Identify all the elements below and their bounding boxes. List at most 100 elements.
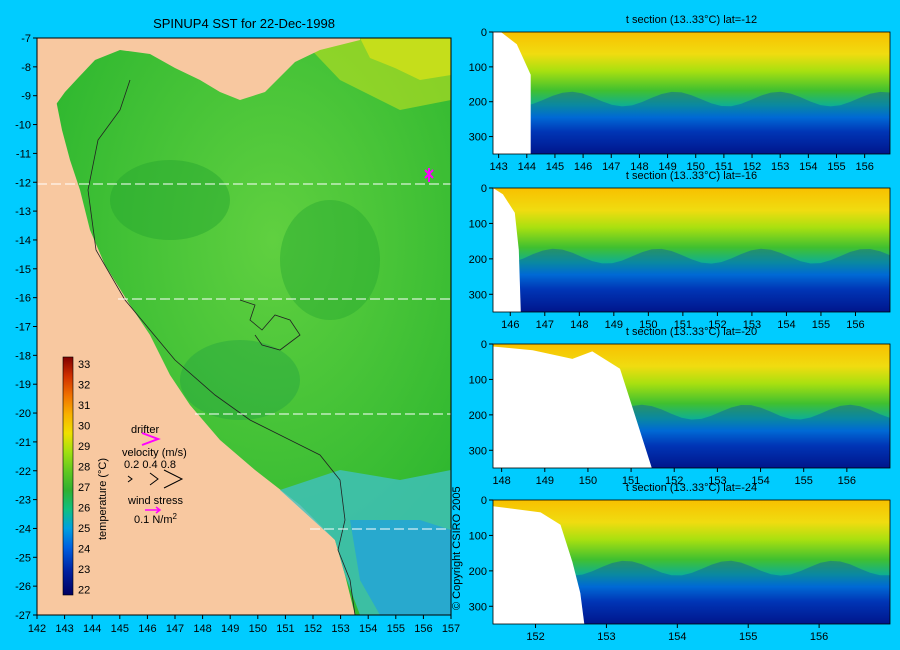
- lon-tick-label: 144: [83, 623, 101, 635]
- lon-tick-label: 145: [111, 623, 129, 635]
- lat-tick-label: -25: [15, 552, 31, 564]
- section-temperature-field: [493, 32, 890, 154]
- sst-map: [37, 38, 451, 615]
- section-panel: t section (13..33°C) lat=-24 0 100 200 300 15…: [469, 482, 891, 643]
- colorbar-tick-label: 32: [78, 380, 90, 392]
- lon-tick-label: 149: [536, 475, 554, 487]
- depth-tick-label: 100: [469, 530, 487, 542]
- lon-tick-label: 151: [276, 623, 294, 635]
- cool-water-patch-2: [350, 520, 451, 615]
- t-sections: t section (13..33°C) lat=-12 0 100 200 300 14…: [469, 14, 891, 643]
- lon-tick-label: 150: [687, 161, 705, 173]
- depth-tick-label: 100: [469, 62, 487, 74]
- lon-tick-label: 156: [855, 161, 873, 173]
- lat-tick-label: -7: [21, 33, 31, 45]
- lat-tick-label: -26: [15, 581, 31, 593]
- depth-tick-label: 0: [481, 27, 487, 39]
- lon-tick-label: 143: [55, 623, 73, 635]
- lon-tick-label: 152: [526, 631, 544, 643]
- lon-tick-label: 155: [387, 623, 405, 635]
- lon-tick-label: 147: [166, 623, 184, 635]
- lon-tick-label: 149: [605, 319, 623, 331]
- lon-tick-label: 157: [442, 623, 460, 635]
- lon-tick-label: 148: [630, 161, 648, 173]
- reef-islands: [239, 299, 301, 351]
- depth-tick-label: 100: [469, 374, 487, 386]
- shelf-patch: [110, 160, 230, 240]
- lon-tick-label: 148: [193, 623, 211, 635]
- lon-tick-label: 149: [658, 161, 676, 173]
- lon-tick-label: 147: [536, 319, 554, 331]
- lon-tick-label: 155: [827, 161, 845, 173]
- lon-tick-label: 150: [579, 475, 597, 487]
- seabed-mask: [493, 346, 652, 468]
- lon-tick-label: 154: [777, 319, 795, 331]
- velocity-values: 0.2 0.4 0.8: [124, 459, 176, 471]
- lat-tick-label: -12: [15, 177, 31, 189]
- section-frame: [492, 343, 891, 469]
- section-frame: [492, 187, 891, 313]
- section-panel: t section (13..33°C) lat=-16 0 100 200 300 14…: [469, 170, 891, 331]
- seabed-mask: [493, 506, 585, 624]
- depth-tick-label: 300: [469, 289, 487, 301]
- warm-water-patch-2: [300, 38, 451, 110]
- drifter-arrow-icon: [141, 432, 161, 446]
- lat-tick-label: -18: [15, 350, 31, 362]
- depth-tick-label: 300: [469, 132, 487, 144]
- section-panel: t section (13..33°C) lat=-20 0 100 200 300 14…: [469, 326, 891, 487]
- lon-tick-label: 156: [810, 631, 828, 643]
- lon-tick-label: 156: [846, 319, 864, 331]
- lon-tick-label: 154: [668, 631, 686, 643]
- lat-tick-label: -27: [15, 610, 31, 622]
- lat-tick-label: -9: [21, 91, 31, 103]
- lat-tick-label: -13: [15, 206, 31, 218]
- section-title: t section (13..33°C) lat=-12: [626, 14, 757, 26]
- lon-tick-label: 153: [708, 475, 726, 487]
- lat-tick-label: -14: [15, 235, 31, 247]
- lon-tick-label: 153: [771, 161, 789, 173]
- depth-tick-label: 100: [469, 218, 487, 230]
- velocity-arrow-icon: [127, 469, 184, 489]
- depth-tick-label: 200: [469, 410, 487, 422]
- lon-tick-label: 143: [489, 161, 507, 173]
- depth-tick-label: 200: [469, 97, 487, 109]
- lat-tick-label: -21: [15, 437, 31, 449]
- depth-tick-label: 0: [481, 183, 487, 195]
- shelf-patch: [280, 200, 380, 320]
- lon-tick-label: 149: [221, 623, 239, 635]
- lon-tick-label: 156: [838, 475, 856, 487]
- lat-tick-label: -24: [15, 523, 31, 535]
- section-frame: [492, 31, 891, 155]
- lat-tick-label: -23: [15, 495, 31, 507]
- lon-tick-label: 147: [602, 161, 620, 173]
- wind-arrow-icon: [145, 506, 162, 514]
- thermocline-band: [493, 560, 890, 624]
- lon-tick-label: 152: [708, 319, 726, 331]
- lat-tick-label: -19: [15, 379, 31, 391]
- lon-tick-label: 150: [249, 623, 267, 635]
- lon-tick-label: 146: [574, 161, 592, 173]
- colorbar-tick-label: 26: [78, 503, 90, 515]
- colorbar-tick-label: 24: [78, 544, 90, 556]
- colorbar: [62, 356, 74, 596]
- colorbar-label: temperature (°C): [97, 458, 109, 540]
- lat-tick-label: -16: [15, 293, 31, 305]
- lon-tick-label: 146: [501, 319, 519, 331]
- lon-tick-label: 155: [795, 475, 813, 487]
- seabed-mask: [493, 32, 531, 154]
- section-title: t section (13..33°C) lat=-20: [626, 326, 757, 338]
- lat-tick-label: -10: [15, 120, 31, 132]
- velocity-label: velocity (m/s): [122, 447, 187, 459]
- thermocline-band: [493, 91, 890, 154]
- lon-tick-label: 148: [492, 475, 510, 487]
- shelf-contour: [87, 79, 356, 615]
- section-frame: [492, 499, 891, 625]
- colorbar-tick-label: 29: [78, 441, 90, 453]
- lat-tick-label: -8: [21, 62, 31, 74]
- colorbar-tick-label: 33: [78, 359, 90, 371]
- section-temperature-field: [493, 188, 890, 312]
- lon-tick-label: 155: [812, 319, 830, 331]
- colorbar-tick-label: 30: [78, 421, 90, 433]
- lon-tick-label: 145: [546, 161, 564, 173]
